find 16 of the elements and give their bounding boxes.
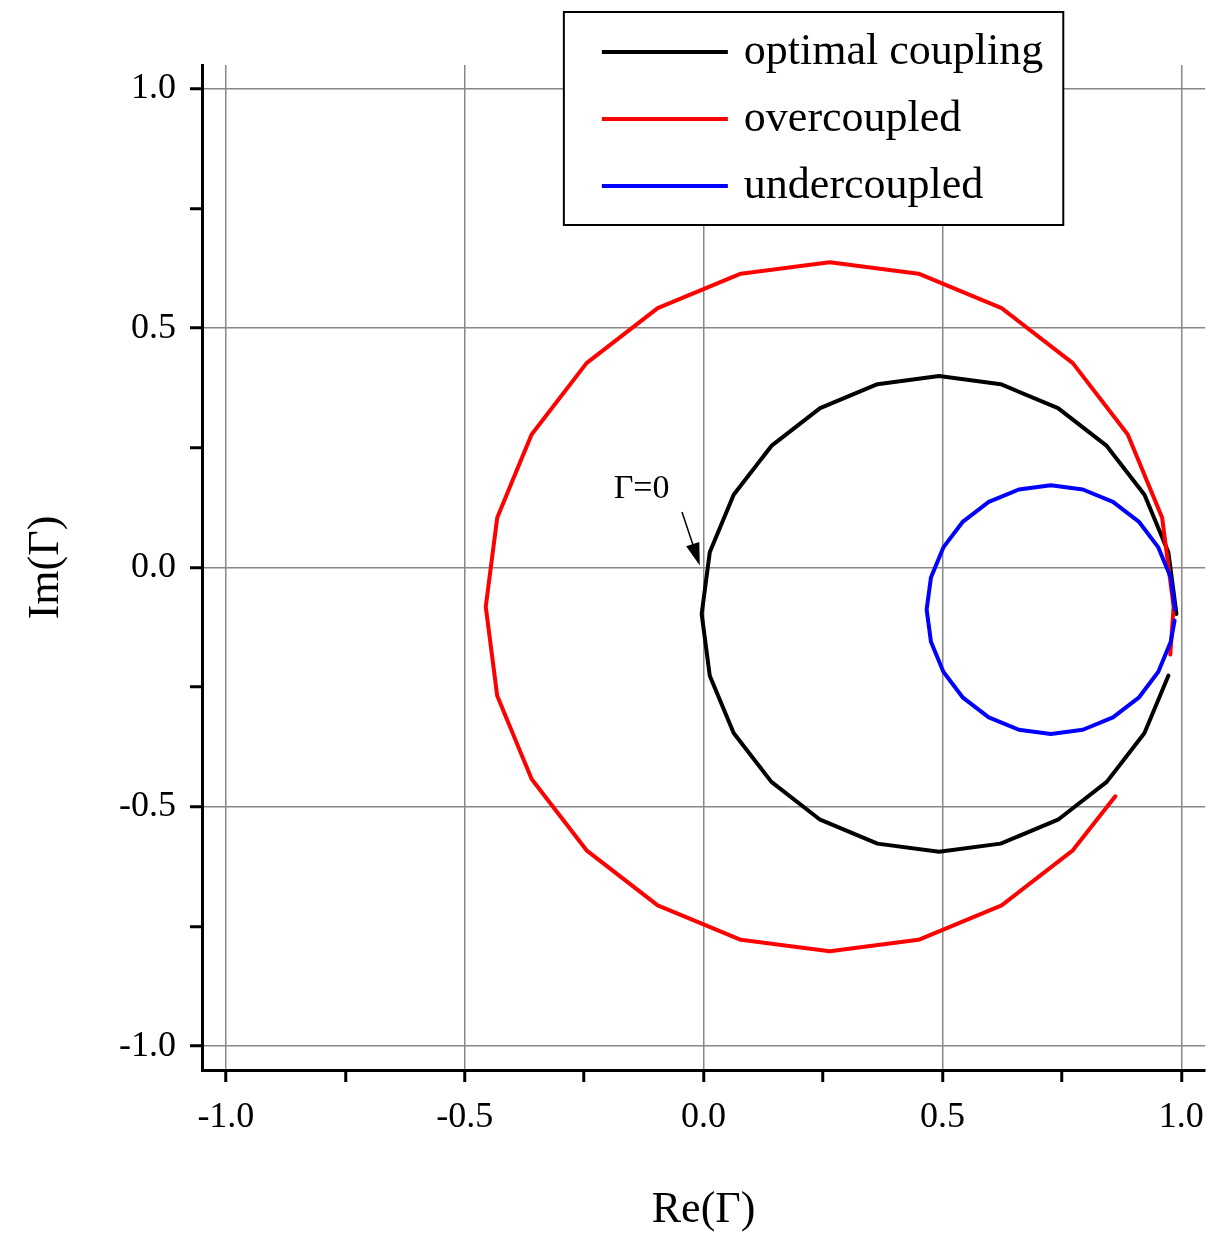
legend-label: optimal coupling — [743, 24, 1044, 74]
x-tick-label: 0.5 — [919, 1095, 965, 1136]
y-tick-label: 0.5 — [131, 305, 176, 346]
x-tick-label: 0.0 — [681, 1095, 727, 1136]
annotation: Γ=0 — [613, 467, 670, 505]
x-tick-label: -1.0 — [197, 1095, 255, 1136]
y-tick-label: 1.0 — [131, 66, 176, 107]
legend-label: overcoupled — [743, 91, 962, 141]
legend-label: undercoupled — [743, 158, 984, 208]
x-axis-title: Re(Γ) — [651, 1183, 756, 1233]
x-tick-label: -0.5 — [436, 1095, 494, 1136]
y-tick-label: -1.0 — [119, 1023, 176, 1064]
x-tick-label: 1.0 — [1158, 1095, 1204, 1136]
y-tick-label: 0.0 — [131, 544, 176, 585]
y-axis-title: Im(Γ) — [18, 515, 68, 620]
y-tick-label: -0.5 — [119, 784, 176, 825]
